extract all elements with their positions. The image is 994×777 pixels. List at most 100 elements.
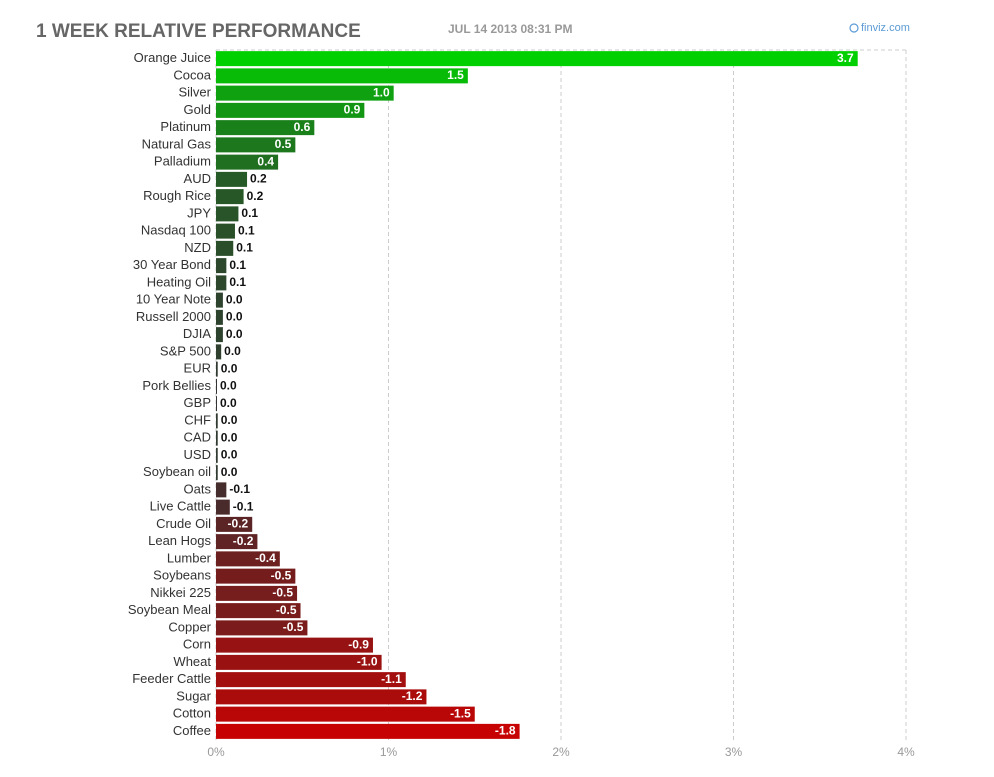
value-label: 0.0 [224,344,241,358]
category-label: Soybean oil [143,464,211,479]
category-label: Crude Oil [156,516,211,531]
bar [216,413,218,429]
bar [216,154,279,170]
bar [216,637,373,653]
bar [216,102,365,118]
bar [216,430,218,446]
source: finviz.com [861,22,910,34]
value-label: -1.1 [381,672,402,686]
bar [216,240,234,256]
category-label: Nasdaq 100 [141,223,211,238]
value-label: 0.1 [229,258,246,272]
bar [216,620,308,636]
x-tick-label: 2% [552,745,570,759]
value-label: 0.0 [221,430,238,444]
bar [216,344,222,360]
bar [216,189,244,205]
value-label: -1.5 [450,706,471,720]
category-label: Coffee [173,723,211,738]
bar [216,723,520,739]
category-label: Feeder Cattle [132,671,211,686]
bar [216,585,298,601]
bar [216,465,218,481]
value-label: -1.0 [357,655,378,669]
x-tick-label: 3% [725,745,743,759]
value-label: 1.0 [373,85,390,99]
category-label: 30 Year Bond [133,257,211,272]
value-label: 0.0 [226,310,243,324]
category-label: Sugar [176,688,211,703]
value-label: 0.0 [226,292,243,306]
bar [216,309,223,325]
category-label: Nikkei 225 [150,585,211,600]
bar [216,68,468,84]
value-label: 0.0 [221,413,238,427]
category-label: Pork Bellies [142,378,211,393]
value-label: -0.5 [283,620,304,634]
value-label: -0.2 [233,534,254,548]
category-label: CHF [184,412,211,427]
value-label: -0.2 [228,517,249,531]
bar [216,689,427,705]
bar [216,327,223,343]
bar [216,447,218,463]
value-label: -0.9 [348,637,369,651]
bar [216,706,475,722]
category-label: JPY [187,205,211,220]
bar [216,534,258,550]
bar [216,516,253,532]
category-label: DJIA [183,326,212,341]
value-label: -0.5 [271,568,292,582]
value-label: -0.1 [229,482,250,496]
value-label: 0.1 [236,241,253,255]
bar [216,206,239,222]
value-label: -0.5 [272,586,293,600]
bar [216,568,296,584]
value-label: 0.1 [238,223,255,237]
value-label: 0.4 [257,154,274,168]
bar [216,654,382,670]
bar [216,396,217,412]
x-tick-label: 4% [897,745,915,759]
category-label: Live Cattle [150,499,211,514]
value-label: 0.6 [294,120,311,134]
category-label: Cotton [173,706,211,721]
value-label: 0.0 [220,379,237,393]
bar [216,672,406,688]
value-label: -0.4 [255,551,276,565]
value-label: -1.8 [495,724,516,738]
category-label: Lean Hogs [148,533,211,548]
category-label: S&P 500 [160,343,211,358]
category-label: Heating Oil [147,274,211,289]
bar [216,120,315,136]
category-label: GBP [184,395,211,410]
bar [216,258,227,274]
value-label: 0.0 [220,396,237,410]
category-label: 10 Year Note [136,292,211,307]
x-tick-label: 0% [207,745,225,759]
category-label: CAD [184,430,211,445]
x-tick-label: 1% [380,745,398,759]
category-label: Platinum [160,119,211,134]
category-label: Natural Gas [142,136,212,151]
value-label: -1.2 [402,689,423,703]
value-label: 0.2 [247,189,264,203]
category-label: AUD [184,171,211,186]
value-label: 0.9 [344,103,361,117]
category-label: Oats [184,481,212,496]
category-label: Orange Juice [134,50,211,65]
category-label: Corn [183,637,211,652]
value-label: 0.0 [221,448,238,462]
bar [216,603,301,619]
chart-title: 1 WEEK RELATIVE PERFORMANCE [36,21,361,42]
value-label: 0.1 [241,206,258,220]
bar [216,551,280,567]
category-label: Copper [168,619,211,634]
category-label: Wheat [173,654,211,669]
value-label: 3.7 [837,51,854,65]
category-label: USD [184,447,211,462]
bar [216,361,218,377]
value-label: 0.5 [275,137,292,151]
bar [216,378,217,394]
value-label: 0.0 [226,327,243,341]
